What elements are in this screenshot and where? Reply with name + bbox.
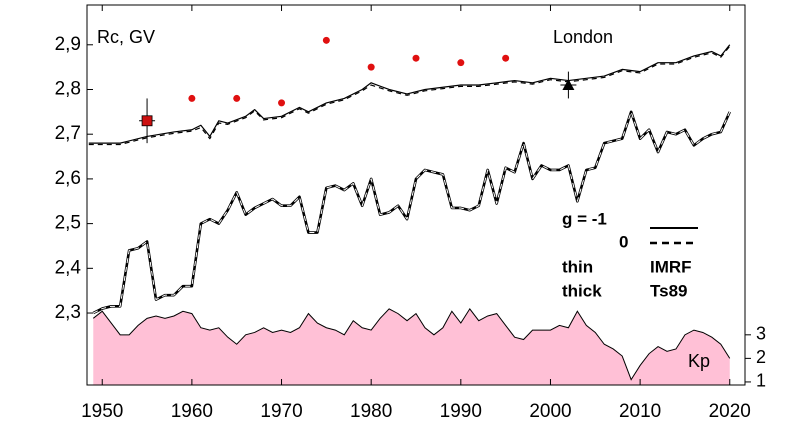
rc-point	[502, 54, 510, 62]
plot-frame	[86, 4, 746, 386]
y2-axis-label: Kp	[688, 351, 710, 371]
legend-ts89: Ts89	[650, 281, 688, 300]
rc-point	[278, 99, 286, 107]
kp-line	[92, 308, 731, 381]
kp-area	[93, 308, 730, 385]
rc-point	[188, 94, 196, 102]
rc-point	[322, 36, 330, 44]
x-tick-label: 2020	[709, 401, 751, 422]
rc-point	[562, 79, 575, 91]
rc-point	[412, 54, 420, 62]
legend-g0: 0	[619, 232, 628, 251]
rc-point	[233, 94, 241, 102]
legend-thin: thin	[562, 257, 593, 276]
y-tick-label: 2,9	[55, 34, 81, 55]
y-tick-label: 2,8	[55, 79, 81, 100]
x-tick-label: 1950	[81, 401, 123, 422]
plot-layer	[88, 36, 731, 385]
x-tick-label: 2010	[619, 401, 661, 422]
rc-point	[457, 59, 465, 67]
x-tick-label: 1990	[440, 401, 482, 422]
y-tick-label: 2,5	[55, 213, 81, 234]
y-tick-label: 2,4	[55, 257, 82, 278]
y2-tick-label: 2	[756, 347, 766, 367]
rc-line	[88, 44, 731, 144]
rc-point	[367, 63, 375, 71]
legend-thick: thick	[562, 281, 602, 300]
y-tick-label: 2,7	[55, 123, 81, 144]
rc-point	[141, 115, 153, 127]
location-label: London	[553, 27, 613, 47]
rc-line	[88, 45, 731, 146]
x-tick-label: 1970	[260, 401, 302, 422]
x-tick-label: 2000	[529, 401, 571, 422]
legend-g: g = -1	[562, 209, 607, 228]
y2-tick-label: 3	[756, 324, 766, 344]
y-axis-label: Rc, GV	[97, 27, 155, 47]
x-tick-label: 1960	[171, 401, 213, 422]
rc-line	[93, 111, 731, 314]
legend-imrf: IMRF	[650, 257, 692, 276]
y-tick-label: 2,3	[55, 302, 81, 323]
y2-tick-label: 1	[756, 371, 766, 391]
x-tick-label: 1980	[350, 401, 392, 422]
y-tick-label: 2,6	[55, 168, 81, 189]
